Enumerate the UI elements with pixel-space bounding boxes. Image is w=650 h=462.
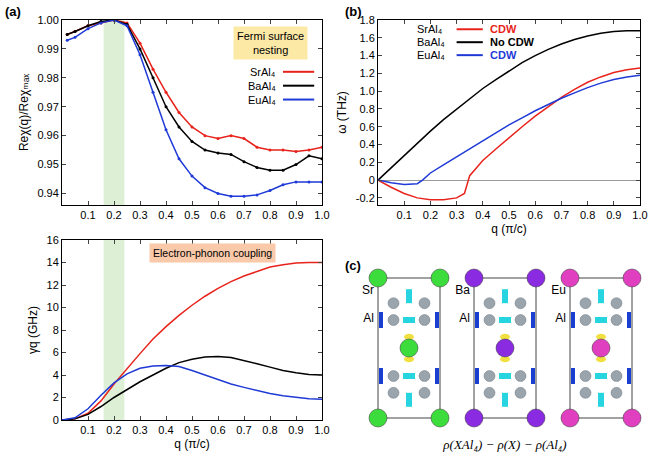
svg-text:1.0: 1.0 (360, 85, 375, 97)
svg-text:BaAl₄: BaAl₄ (417, 36, 445, 48)
svg-text:EuAl₄: EuAl₄ (248, 94, 276, 106)
svg-text:0.3: 0.3 (132, 209, 147, 221)
svg-text:14: 14 (47, 256, 59, 268)
svg-text:0.6: 0.6 (210, 209, 225, 221)
svg-text:12: 12 (47, 279, 59, 291)
svg-text:SrAl₄: SrAl₄ (417, 23, 443, 35)
svg-text:Reχ(q)/Reχₘₐₓ: Reχ(q)/Reχₘₐₓ (17, 74, 31, 151)
svg-text:CDW: CDW (490, 49, 517, 61)
svg-text:0.6: 0.6 (360, 121, 375, 133)
svg-text:16: 16 (47, 234, 59, 246)
svg-text:0.8: 0.8 (360, 103, 375, 115)
svg-text:ρ(XAl₄) − ρ(X) − ρ(Al₄): ρ(XAl₄) − ρ(X) − ρ(Al₄) (442, 437, 566, 452)
svg-text:1.0: 1.0 (314, 424, 329, 436)
svg-text:No CDW: No CDW (490, 36, 535, 48)
svg-text:SrAl₄: SrAl₄ (250, 66, 276, 78)
svg-text:0.96: 0.96 (37, 129, 58, 141)
svg-text:0: 0 (53, 414, 59, 426)
svg-text:Electron-phonon coupling: Electron-phonon coupling (153, 247, 272, 259)
svg-text:1.8: 1.8 (360, 14, 375, 26)
svg-text:0.8: 0.8 (262, 209, 277, 221)
svg-text:1.0: 1.0 (314, 209, 329, 221)
svg-text:0.7: 0.7 (236, 424, 251, 436)
svg-text:Eu: Eu (551, 283, 566, 297)
svg-text:0.3: 0.3 (449, 209, 464, 221)
svg-text:Fermi surfacenesting: Fermi surfacenesting (237, 30, 304, 56)
svg-text:0.5: 0.5 (501, 209, 516, 221)
svg-text:0.95: 0.95 (37, 158, 58, 170)
svg-text:6: 6 (53, 346, 59, 358)
svg-text:-0.2: -0.2 (356, 192, 375, 204)
svg-text:0.94: 0.94 (37, 187, 58, 199)
svg-text:0.99: 0.99 (37, 43, 58, 55)
svg-text:1.2: 1.2 (360, 67, 375, 79)
svg-text:γq (GHz): γq (GHz) (26, 306, 40, 354)
svg-text:0.1: 0.1 (80, 209, 95, 221)
svg-text:CDW: CDW (490, 23, 517, 35)
svg-text:0.9: 0.9 (288, 209, 303, 221)
svg-text:EuAl₄: EuAl₄ (417, 49, 445, 61)
svg-text:0.8: 0.8 (580, 209, 595, 221)
svg-text:0.6: 0.6 (210, 424, 225, 436)
svg-text:1.0: 1.0 (632, 209, 647, 221)
svg-text:1.6: 1.6 (360, 32, 375, 44)
svg-text:10: 10 (47, 301, 59, 313)
svg-text:8: 8 (53, 324, 59, 336)
svg-text:0.7: 0.7 (554, 209, 569, 221)
svg-text:0.4: 0.4 (360, 138, 375, 150)
svg-text:0: 0 (369, 174, 375, 186)
svg-text:1.4: 1.4 (360, 49, 375, 61)
svg-text:0.8: 0.8 (262, 424, 277, 436)
svg-text:(a): (a) (5, 4, 21, 19)
svg-text:0.5: 0.5 (184, 209, 199, 221)
svg-text:Al: Al (363, 311, 374, 325)
svg-text:q (π/c): q (π/c) (174, 437, 210, 451)
svg-text:0.97: 0.97 (37, 101, 58, 113)
svg-text:0.2: 0.2 (106, 424, 121, 436)
svg-text:ω (THz): ω (THz) (335, 91, 349, 134)
svg-text:0.6: 0.6 (528, 209, 543, 221)
svg-text:BaAl₄: BaAl₄ (248, 80, 276, 92)
svg-text:Sr: Sr (362, 283, 374, 297)
svg-text:0.3: 0.3 (132, 424, 147, 436)
svg-text:0.98: 0.98 (37, 72, 58, 84)
svg-text:0.4: 0.4 (475, 209, 490, 221)
svg-text:1.00: 1.00 (37, 14, 58, 26)
svg-text:0.5: 0.5 (184, 424, 199, 436)
svg-text:Al: Al (555, 311, 566, 325)
svg-text:(b): (b) (345, 4, 362, 19)
svg-text:2: 2 (53, 391, 59, 403)
svg-text:0.7: 0.7 (236, 209, 251, 221)
svg-text:0.1: 0.1 (397, 209, 412, 221)
svg-text:q (π/c): q (π/c) (491, 222, 527, 236)
svg-text:0.2: 0.2 (423, 209, 438, 221)
svg-text:0.9: 0.9 (606, 209, 621, 221)
svg-text:0.4: 0.4 (158, 209, 173, 221)
svg-text:(c): (c) (345, 258, 361, 273)
svg-text:Al: Al (459, 311, 470, 325)
svg-text:4: 4 (53, 369, 59, 381)
svg-text:Ba: Ba (455, 283, 470, 297)
svg-text:0.1: 0.1 (80, 424, 95, 436)
svg-text:0.2: 0.2 (106, 209, 121, 221)
svg-text:0.9: 0.9 (288, 424, 303, 436)
svg-text:0.2: 0.2 (360, 156, 375, 168)
svg-text:0.4: 0.4 (158, 424, 173, 436)
